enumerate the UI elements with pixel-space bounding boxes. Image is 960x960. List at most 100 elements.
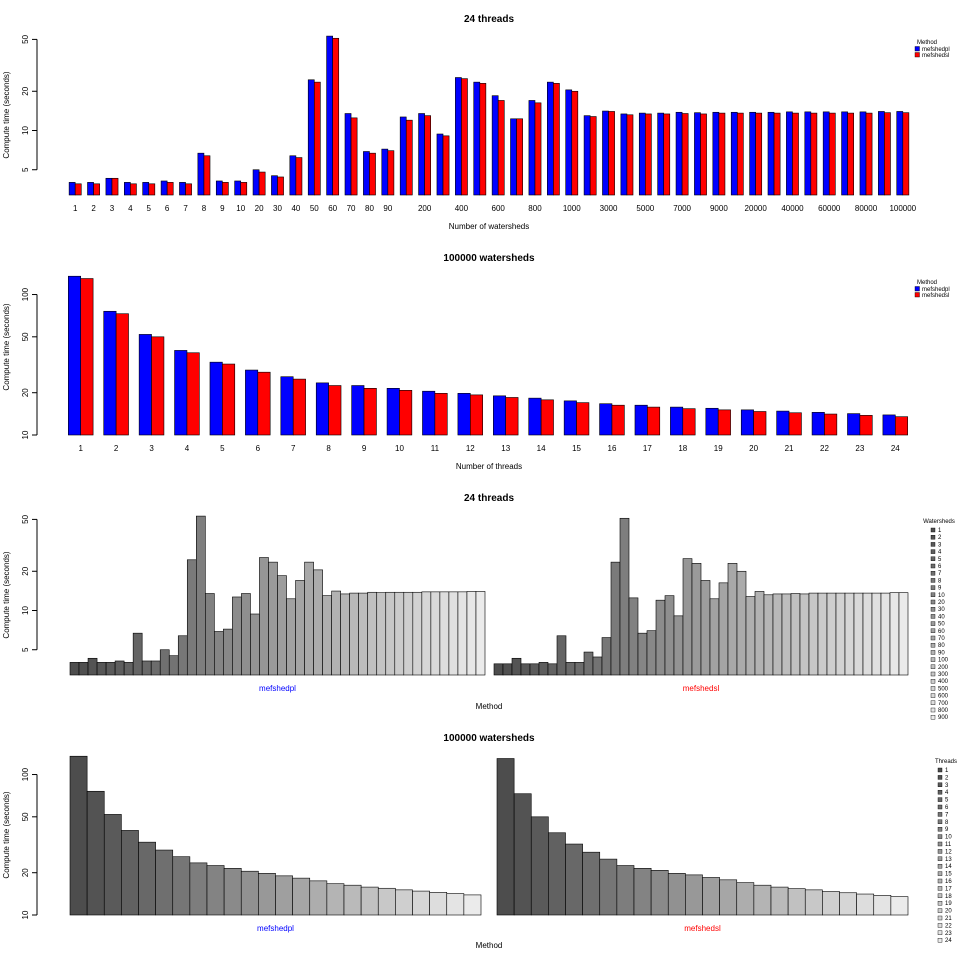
- panel-3-legend-swatch: [930, 707, 936, 713]
- panel-1-y-tick-label: 5: [21, 167, 30, 172]
- panel-2-bar-mefshedpl: [386, 388, 400, 436]
- panel-4-legend-label: 19: [945, 901, 952, 907]
- panel-4-bar-mefshedsl: [736, 882, 755, 916]
- panel-1-bar-mefshedsl: [387, 150, 395, 196]
- panel-3-bar-mefshedpl: [385, 591, 396, 676]
- panel-4-legend-label: 11: [945, 842, 952, 848]
- panel-4-legend-label: 13: [945, 857, 952, 863]
- panel-3-legend-swatch: [930, 527, 936, 533]
- panel-4-legend-label: 14: [945, 864, 952, 870]
- panel-4-bar-mefshedsl: [513, 793, 532, 916]
- panel-3-bar-mefshedsl: [727, 563, 738, 676]
- panel-2-bar-mefshedpl: [138, 334, 152, 436]
- panel-4-bar-mefshedpl: [121, 830, 139, 916]
- panel-2-bar-mefshedpl: [103, 310, 117, 436]
- panel-1-bar-mefshedsl: [461, 78, 468, 196]
- panel-3-bar-mefshedpl: [159, 649, 170, 676]
- panel-1-bar-mefshedpl: [234, 180, 242, 196]
- panel-3-bar-mefshedpl: [69, 662, 80, 676]
- panel-3-bar-mefshedpl: [277, 575, 287, 676]
- panel-3-legend-label: 600: [938, 694, 949, 700]
- panel-3-bar-mefshedsl: [862, 592, 873, 676]
- panel-1-x-tick-label: 100000: [889, 204, 916, 213]
- panel-1-legend-label: mefshedpl: [922, 47, 950, 53]
- panel-1-x-tick-label: 1: [73, 204, 78, 213]
- panel-3-legend-label: 300: [938, 672, 949, 678]
- panel-4-legend-swatch: [937, 878, 943, 884]
- panel-1-x-tick-label: 8: [202, 204, 207, 213]
- panel-3-bar-mefshedpl: [412, 591, 423, 676]
- panel-1-bar-mefshedpl: [749, 111, 756, 196]
- panel-1-bar-mefshedsl: [369, 152, 376, 196]
- panel-1-bar-mefshedpl: [859, 111, 867, 196]
- panel-3-legend-label: 500: [938, 686, 949, 692]
- panel-4-title: 100000 watersheds: [443, 733, 535, 744]
- panel-3-legend-swatch: [930, 671, 936, 677]
- panel-4-bar-mefshedsl: [702, 877, 720, 916]
- panel-4-bar-mefshedpl: [292, 877, 311, 916]
- panel-3-legend-swatch: [930, 643, 936, 648]
- panel-1-bar-mefshedpl: [896, 111, 904, 196]
- panel-2-x-tick-label: 8: [326, 444, 331, 453]
- panel-4-bar-mefshedsl: [599, 858, 618, 916]
- panel-4-legend-swatch: [937, 819, 943, 824]
- panel-4-legend-swatch: [937, 804, 943, 810]
- panel-1-bar-mefshedsl: [718, 112, 726, 196]
- panel-3-y-tick-label: 10: [21, 606, 30, 615]
- panel-2-legend-swatch: [914, 286, 920, 292]
- panel-4-legend-label: 8: [945, 820, 949, 826]
- panel-2-bar-mefshedsl: [115, 313, 129, 436]
- panel-3-bar-mefshedsl: [628, 597, 639, 676]
- panel-2-bar-mefshedpl: [457, 393, 471, 436]
- panel-1-bar-mefshedpl: [528, 100, 536, 196]
- panel-3-legend-label: 200: [938, 665, 949, 671]
- panel-1-bar-mefshedsl: [755, 112, 763, 196]
- panel-4-legend-swatch: [937, 797, 943, 802]
- panel-3-bar-mefshedsl: [565, 662, 576, 676]
- panel-3-bar-mefshedsl: [790, 593, 801, 676]
- panel-3-legend-label: 7: [938, 571, 942, 577]
- panel-3-bar-mefshedsl: [673, 615, 684, 676]
- panel-3-bar-mefshedsl: [619, 517, 630, 676]
- panel-1-y-tick-label: 20: [21, 86, 30, 95]
- panel-3-legend-swatch: [930, 664, 936, 669]
- panel-1-x-tick-label: 80000: [855, 204, 878, 213]
- panel-1-bar-mefshedsl: [553, 83, 560, 196]
- panel-3-legend-label: 5: [938, 557, 942, 563]
- panel-2-bar-mefshedsl: [80, 278, 94, 436]
- panel-3-bar-mefshedsl: [781, 593, 792, 676]
- panel-3-bar-mefshedpl: [186, 559, 197, 676]
- panel-2-bar-mefshedsl: [505, 397, 519, 436]
- panel-4-legend-swatch: [937, 908, 943, 913]
- panel-1-x-tick-label: 5: [147, 204, 152, 213]
- panel-2-x-tick-label: 14: [537, 444, 546, 453]
- panel-1-x-tick-label: 60000: [818, 204, 841, 213]
- panel-2-bar-mefshedpl: [634, 404, 648, 436]
- panel-3-bar-mefshedsl: [547, 663, 558, 676]
- panel-2-bar-mefshedsl: [399, 390, 413, 436]
- panel-1-bar-mefshedpl: [473, 81, 481, 196]
- panel-4-bar-mefshedsl: [530, 816, 549, 916]
- panel-3-legend-swatch: [930, 715, 936, 720]
- panel-3-bar-mefshedsl: [493, 663, 504, 676]
- panel-2-x-tick-label: 21: [785, 444, 794, 453]
- panel-2-bar-mefshedpl: [811, 412, 825, 436]
- panel-3-legend-label: 90: [938, 650, 945, 656]
- panel-4-bar-mefshedsl: [582, 851, 601, 916]
- panel-1-bar-mefshedsl: [626, 114, 634, 196]
- panel-3-bar-mefshedpl: [430, 591, 441, 676]
- panel-1-bar-mefshedsl: [424, 115, 431, 196]
- panel-3-bar-mefshedpl: [168, 655, 179, 676]
- panel-2-bar-mefshedpl: [705, 407, 719, 436]
- panel-4-legend-swatch: [937, 871, 943, 876]
- panel-4-bar-mefshedpl: [155, 849, 174, 916]
- panel-2-bar-mefshedsl: [753, 411, 767, 436]
- panel-3-bar-mefshedpl: [96, 662, 107, 676]
- panel-3-bar-mefshedsl: [529, 663, 540, 676]
- panel-1-bar-mefshedsl: [295, 157, 303, 196]
- panel-2-y-tick-label: 100: [21, 287, 30, 301]
- panel-3-legend-label: 700: [938, 701, 949, 707]
- panel-1-bar-mefshedsl: [277, 176, 284, 196]
- panel-2-bar-mefshedpl: [740, 409, 754, 436]
- panel-4-legend-label: 5: [945, 798, 949, 804]
